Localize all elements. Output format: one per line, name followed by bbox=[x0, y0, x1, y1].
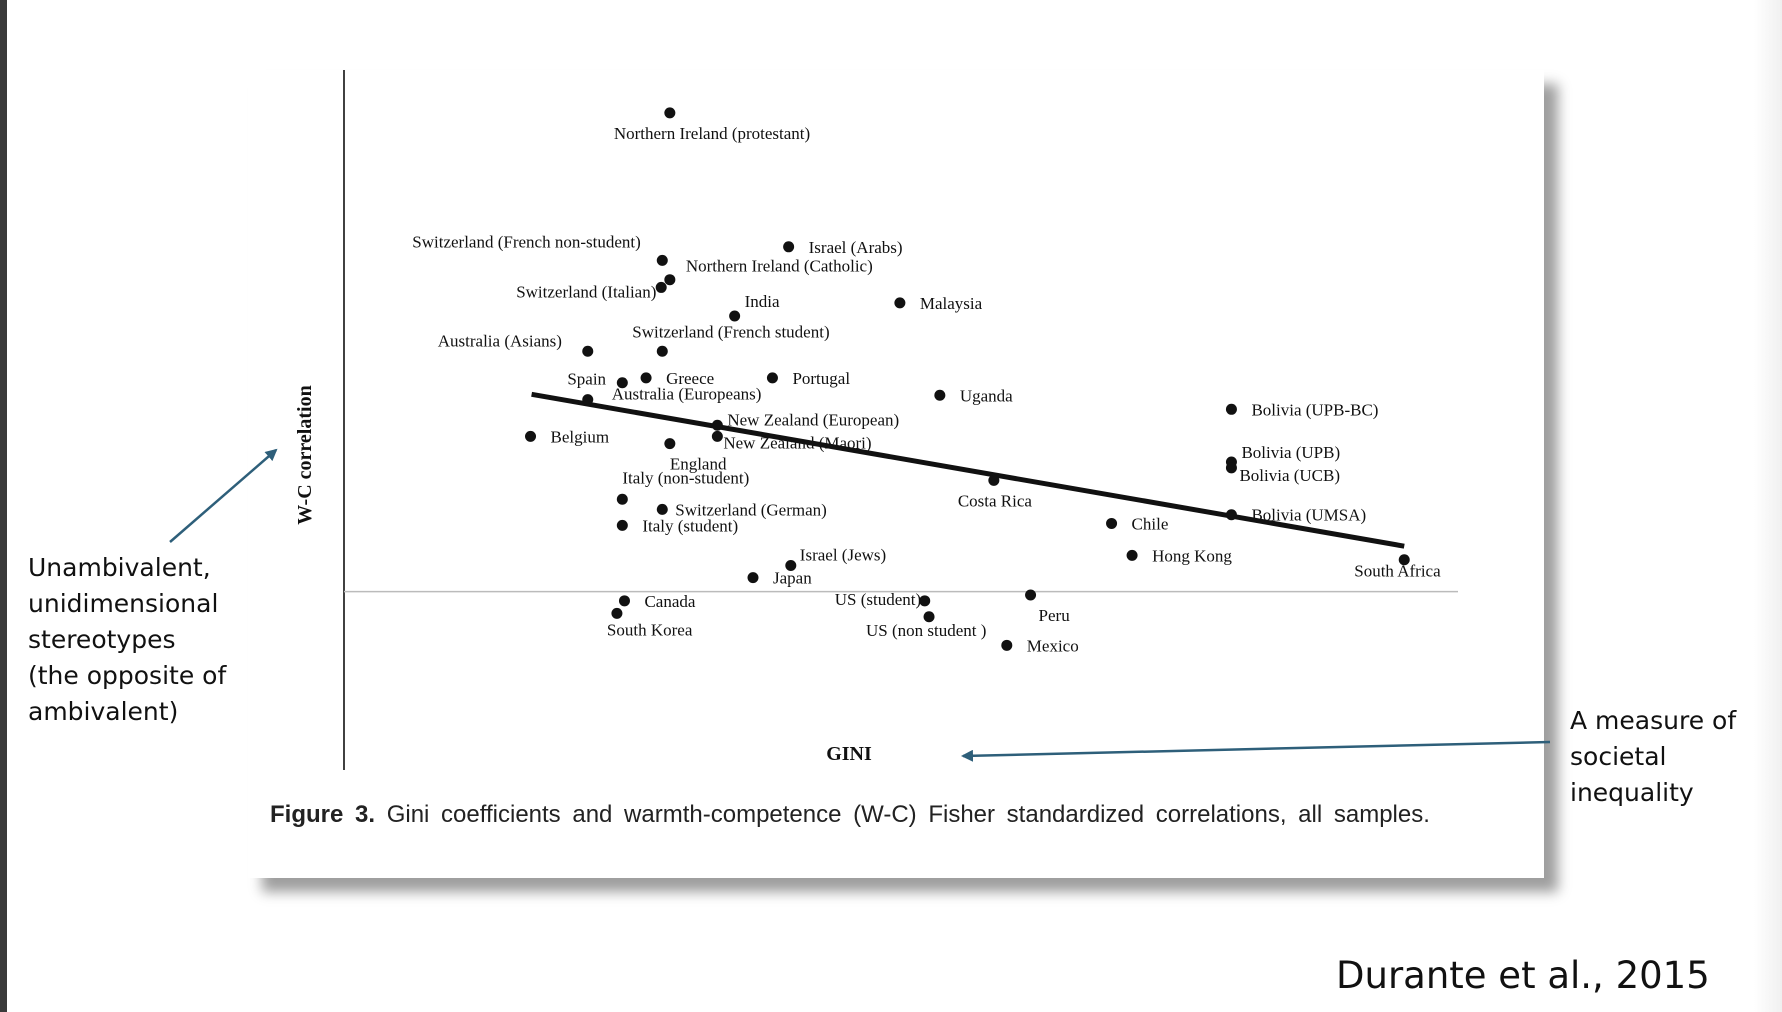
data-point-label: India bbox=[745, 292, 780, 311]
left-annotation-line: (the opposite of bbox=[28, 661, 227, 690]
data-point bbox=[766, 372, 778, 384]
data-point-label: Bolivia (UMSA) bbox=[1251, 506, 1366, 525]
data-point bbox=[616, 377, 628, 389]
data-point-label: Switzerland (French non-student) bbox=[412, 232, 641, 251]
data-point bbox=[618, 595, 630, 607]
data-point bbox=[664, 107, 676, 119]
data-point bbox=[582, 345, 594, 357]
data-point bbox=[1126, 549, 1138, 561]
data-point-label: South Africa bbox=[1354, 562, 1441, 581]
data-point-label: Canada bbox=[644, 592, 695, 611]
data-point bbox=[616, 493, 628, 505]
data-point-label: Switzerland (German) bbox=[675, 500, 827, 519]
data-point-label: US (non student ) bbox=[866, 621, 986, 640]
data-point-label: Costa Rica bbox=[958, 491, 1033, 510]
citation: Durante et al., 2015 bbox=[1336, 954, 1710, 997]
data-point bbox=[656, 254, 668, 266]
data-point bbox=[1225, 403, 1237, 415]
data-point bbox=[919, 595, 931, 607]
data-point-label: Bolivia (UPB-BC) bbox=[1251, 400, 1378, 419]
figure-panel: W-C correlation GINI Northern Ireland (p… bbox=[248, 70, 1544, 878]
data-point bbox=[616, 519, 628, 531]
data-point bbox=[923, 611, 935, 623]
point-labels-group: Northern Ireland (protestant) Switzerland… bbox=[412, 124, 1441, 655]
data-point-label: Australia (Asians) bbox=[438, 331, 562, 350]
data-point bbox=[640, 372, 652, 384]
data-point-label: US (student) bbox=[835, 590, 921, 609]
data-point bbox=[711, 430, 723, 442]
data-point bbox=[1225, 462, 1237, 474]
data-point-label: Chile bbox=[1132, 514, 1169, 533]
y-axis-label: W-C correlation bbox=[294, 385, 316, 524]
data-point-label: New Zealand (European) bbox=[727, 410, 899, 429]
data-point bbox=[1001, 639, 1013, 651]
data-point-label: Portugal bbox=[792, 369, 850, 388]
data-point bbox=[988, 474, 1000, 486]
data-point-label: Switzerland (Italian) bbox=[516, 282, 656, 301]
left-annotation-line: ambivalent) bbox=[28, 697, 179, 726]
data-point bbox=[655, 281, 667, 293]
data-point bbox=[729, 310, 741, 322]
data-point bbox=[783, 241, 795, 253]
scatter-chart: W-C correlation GINI Northern Ireland (p… bbox=[294, 70, 1458, 770]
regression-line bbox=[531, 391, 1405, 549]
data-point bbox=[747, 572, 759, 584]
caption-text: Gini coefficients and warmth-competence … bbox=[386, 801, 1430, 828]
data-point bbox=[656, 345, 668, 357]
data-point-label: Northern Ireland (protestant) bbox=[614, 124, 810, 143]
data-point bbox=[785, 560, 797, 572]
right-annotation-line: societal bbox=[1570, 742, 1667, 771]
left-annotation-line: Unambivalent, bbox=[28, 553, 211, 582]
data-point-label: Peru bbox=[1039, 606, 1071, 625]
data-point-label: Belgium bbox=[551, 427, 610, 446]
data-point-label: Northern Ireland (Catholic) bbox=[686, 257, 873, 276]
data-point-label: Australia (Europeans) bbox=[612, 385, 762, 404]
data-point bbox=[611, 607, 623, 619]
slide-right-edge bbox=[1754, 0, 1782, 1012]
data-point-label: South Korea bbox=[607, 620, 693, 639]
data-point bbox=[656, 503, 668, 515]
data-point-label: Italy (student) bbox=[642, 516, 738, 535]
data-points-group bbox=[525, 107, 1410, 651]
data-point-label: Spain bbox=[567, 370, 606, 389]
data-point-label: Hong Kong bbox=[1152, 546, 1232, 565]
data-point-label: Italy (non-student) bbox=[622, 468, 749, 487]
x-axis-label: GINI bbox=[826, 743, 872, 765]
right-annotation-line: A measure of bbox=[1570, 706, 1737, 735]
data-point bbox=[934, 389, 946, 401]
data-point bbox=[1398, 554, 1410, 566]
left-annotation: Unambivalent, unidimensional stereotypes… bbox=[28, 550, 226, 730]
left-annotation-line: unidimensional bbox=[28, 589, 219, 618]
data-point-label: Israel (Arabs) bbox=[809, 238, 903, 257]
data-point bbox=[711, 419, 723, 431]
data-point-label: Switzerland (French student) bbox=[632, 322, 829, 341]
left-annotation-line: stereotypes bbox=[28, 625, 176, 654]
data-point-label: Bolivia (UPB) bbox=[1241, 443, 1340, 462]
regression-line-group bbox=[531, 391, 1405, 549]
data-point bbox=[525, 430, 537, 442]
data-point-label: New Zealand (Maori) bbox=[723, 433, 871, 452]
data-point-label: Malaysia bbox=[920, 294, 983, 313]
data-point-label: England bbox=[670, 455, 727, 474]
data-point-label: Bolivia (UCB) bbox=[1239, 466, 1340, 485]
data-point bbox=[664, 438, 676, 450]
data-point-label: Japan bbox=[773, 569, 812, 588]
data-point-label: Greece bbox=[666, 369, 714, 388]
chart-axes: W-C correlation GINI bbox=[294, 70, 1458, 770]
figure-caption: Figure 3. Gini coefficients and warmth-c… bbox=[270, 794, 1520, 836]
data-point bbox=[1106, 517, 1118, 529]
data-point bbox=[1225, 509, 1237, 521]
data-point-label: Uganda bbox=[960, 386, 1013, 405]
data-point bbox=[664, 274, 676, 286]
data-point-label: Mexico bbox=[1027, 636, 1079, 655]
data-point bbox=[1025, 589, 1037, 601]
data-point bbox=[582, 394, 594, 406]
slide-left-border bbox=[0, 0, 7, 1012]
data-point-label: Israel (Jews) bbox=[800, 546, 886, 565]
data-point bbox=[894, 297, 906, 309]
right-annotation: A measure of societal inequality bbox=[1570, 703, 1736, 811]
caption-label: Figure 3. bbox=[270, 801, 376, 828]
right-annotation-line: inequality bbox=[1570, 778, 1694, 807]
